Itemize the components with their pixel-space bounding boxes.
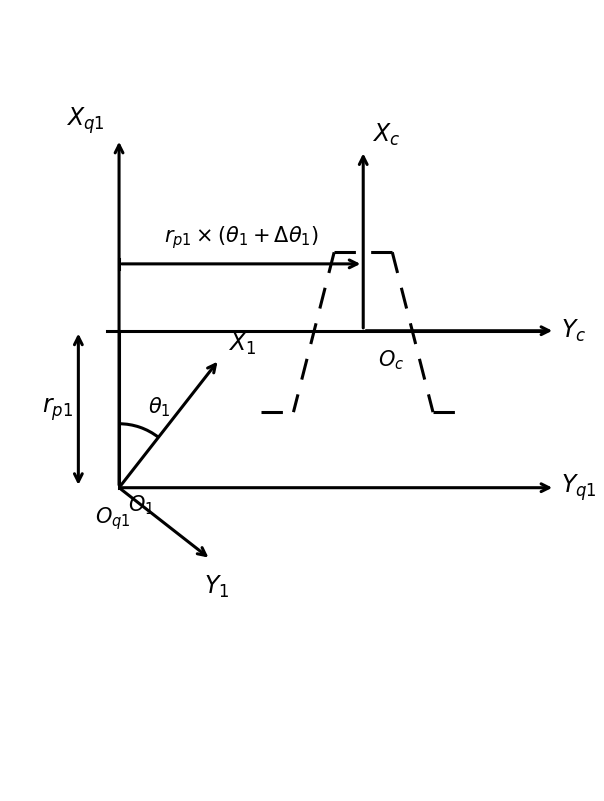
- Text: $r_{p1}\times(\theta_1+\Delta\theta_1)$: $r_{p1}\times(\theta_1+\Delta\theta_1)$: [164, 224, 319, 251]
- Text: $X_c$: $X_c$: [372, 122, 400, 147]
- Text: $X_{q1}$: $X_{q1}$: [66, 105, 104, 136]
- Text: $r_{p1}$: $r_{p1}$: [42, 396, 74, 423]
- Text: $O_1$: $O_1$: [128, 493, 154, 517]
- Text: $Y_1$: $Y_1$: [204, 574, 229, 600]
- Text: $X_1$: $X_1$: [228, 330, 256, 356]
- Text: $Y_c$: $Y_c$: [561, 318, 586, 344]
- Text: $Y_{q1}$: $Y_{q1}$: [561, 473, 597, 503]
- Text: $\theta_1$: $\theta_1$: [147, 395, 170, 419]
- Text: $O_c$: $O_c$: [378, 348, 404, 372]
- Text: $O_{q1}$: $O_{q1}$: [95, 505, 131, 532]
